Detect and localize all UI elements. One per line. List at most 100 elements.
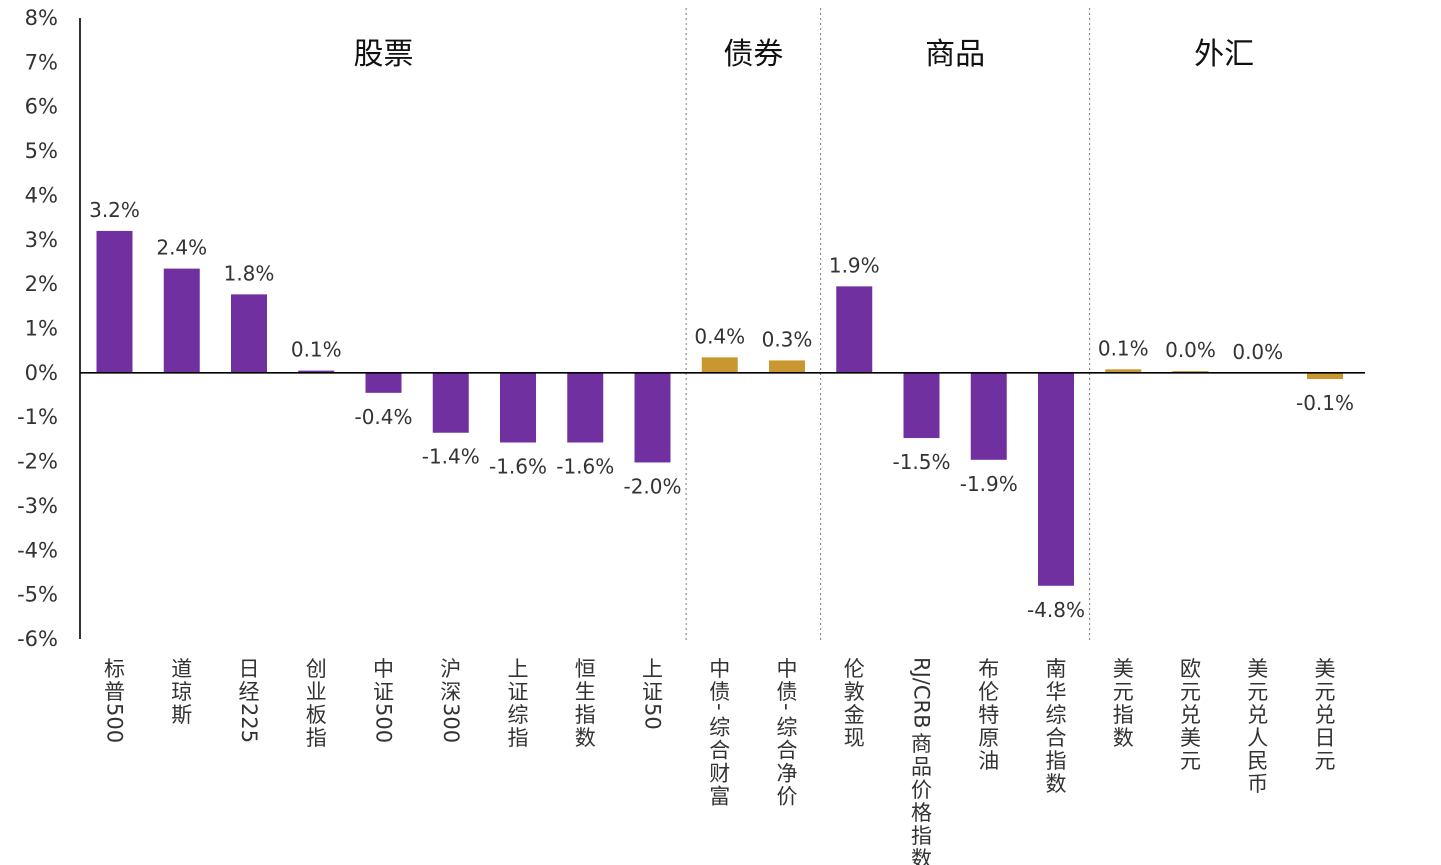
svg-text:合: 合 — [709, 739, 730, 763]
bar — [903, 372, 940, 439]
data-label: -1.5% — [892, 450, 950, 474]
data-label: -0.4% — [354, 405, 412, 429]
y-tick-label: 5% — [25, 139, 58, 163]
svg-text:上: 上 — [642, 657, 663, 681]
data-label: 0.4% — [694, 324, 745, 348]
bar — [1038, 372, 1074, 586]
bar — [1172, 371, 1209, 373]
bar — [634, 372, 671, 463]
data-label: 0.1% — [291, 338, 342, 362]
svg-text:日: 日 — [239, 657, 260, 681]
data-label: -2.0% — [623, 474, 681, 498]
svg-text:深: 深 — [440, 680, 461, 704]
svg-text:中: 中 — [777, 657, 798, 681]
svg-text:普: 普 — [104, 680, 125, 704]
svg-text:元: 元 — [1315, 749, 1336, 773]
svg-text:净: 净 — [777, 762, 798, 786]
svg-text:50: 50 — [641, 703, 665, 730]
svg-text:创: 创 — [306, 657, 327, 681]
svg-text:-: - — [775, 703, 799, 711]
bar — [769, 360, 805, 373]
bar — [567, 372, 604, 443]
data-label: -0.1% — [1296, 391, 1354, 415]
svg-text:原: 原 — [978, 726, 999, 750]
svg-text:指: 指 — [1113, 703, 1134, 727]
data-label: 1.8% — [224, 261, 275, 285]
svg-text:美: 美 — [1113, 657, 1134, 681]
x-category-label: 道琼斯 — [171, 657, 192, 727]
data-label: 1.9% — [829, 253, 880, 277]
y-tick-label: 2% — [25, 272, 58, 296]
svg-text:兑: 兑 — [1247, 703, 1268, 727]
svg-text:币: 币 — [1247, 772, 1268, 796]
svg-text:油: 油 — [978, 749, 999, 773]
data-label: -1.6% — [489, 454, 547, 478]
data-label: -4.8% — [1027, 598, 1085, 622]
bar — [96, 230, 133, 373]
svg-text:华: 华 — [1046, 680, 1067, 704]
group-label: 外汇 — [1194, 37, 1254, 72]
svg-text:综: 综 — [777, 716, 798, 740]
svg-text:数: 数 — [911, 847, 932, 865]
svg-text:500: 500 — [372, 703, 396, 743]
y-tick-label: -3% — [17, 494, 58, 518]
group-label: 债券 — [723, 37, 783, 72]
svg-text:美: 美 — [1180, 726, 1201, 750]
svg-text:225: 225 — [237, 703, 261, 743]
svg-text:敦: 敦 — [844, 680, 865, 704]
bar — [365, 372, 402, 393]
svg-text:生: 生 — [575, 680, 596, 704]
bar — [1105, 369, 1142, 373]
svg-text:民: 民 — [1247, 749, 1268, 773]
bar — [500, 372, 536, 443]
data-label: -1.6% — [556, 454, 614, 478]
y-tick-label: -1% — [17, 405, 58, 429]
data-label: 2.4% — [156, 236, 207, 260]
svg-text:板: 板 — [306, 703, 327, 727]
svg-text:富: 富 — [709, 785, 730, 809]
svg-text:现: 现 — [844, 726, 865, 750]
svg-text:金: 金 — [844, 703, 865, 727]
svg-text:美: 美 — [1315, 657, 1336, 681]
y-tick-label: 1% — [25, 317, 58, 341]
svg-text:中: 中 — [373, 657, 394, 681]
group-label: 股票 — [354, 37, 414, 72]
svg-text:恒: 恒 — [575, 657, 596, 681]
svg-text:价: 价 — [777, 785, 798, 809]
y-tick-label: -5% — [17, 583, 58, 607]
svg-text:指: 指 — [911, 824, 932, 848]
svg-text:斯: 斯 — [171, 703, 192, 727]
svg-text:数: 数 — [1113, 726, 1134, 750]
data-label: -1.9% — [960, 472, 1018, 496]
svg-text:品: 品 — [911, 755, 932, 779]
bar — [701, 357, 738, 373]
svg-text:人: 人 — [1247, 726, 1268, 750]
svg-text:债: 债 — [709, 680, 730, 704]
data-label: 0.0% — [1232, 340, 1283, 364]
svg-text:债: 债 — [777, 680, 798, 704]
svg-text:特: 特 — [978, 703, 999, 727]
y-tick-label: 7% — [25, 50, 58, 74]
svg-text:300: 300 — [439, 703, 463, 743]
y-tick-label: 6% — [25, 95, 58, 119]
data-label: 0.3% — [762, 327, 813, 351]
svg-text:合: 合 — [1046, 726, 1067, 750]
svg-text:经: 经 — [239, 680, 260, 704]
bar — [970, 372, 1007, 460]
svg-text:综: 综 — [709, 716, 730, 740]
svg-text:指: 指 — [508, 726, 529, 750]
bar — [836, 286, 873, 373]
svg-text:上: 上 — [508, 657, 529, 681]
